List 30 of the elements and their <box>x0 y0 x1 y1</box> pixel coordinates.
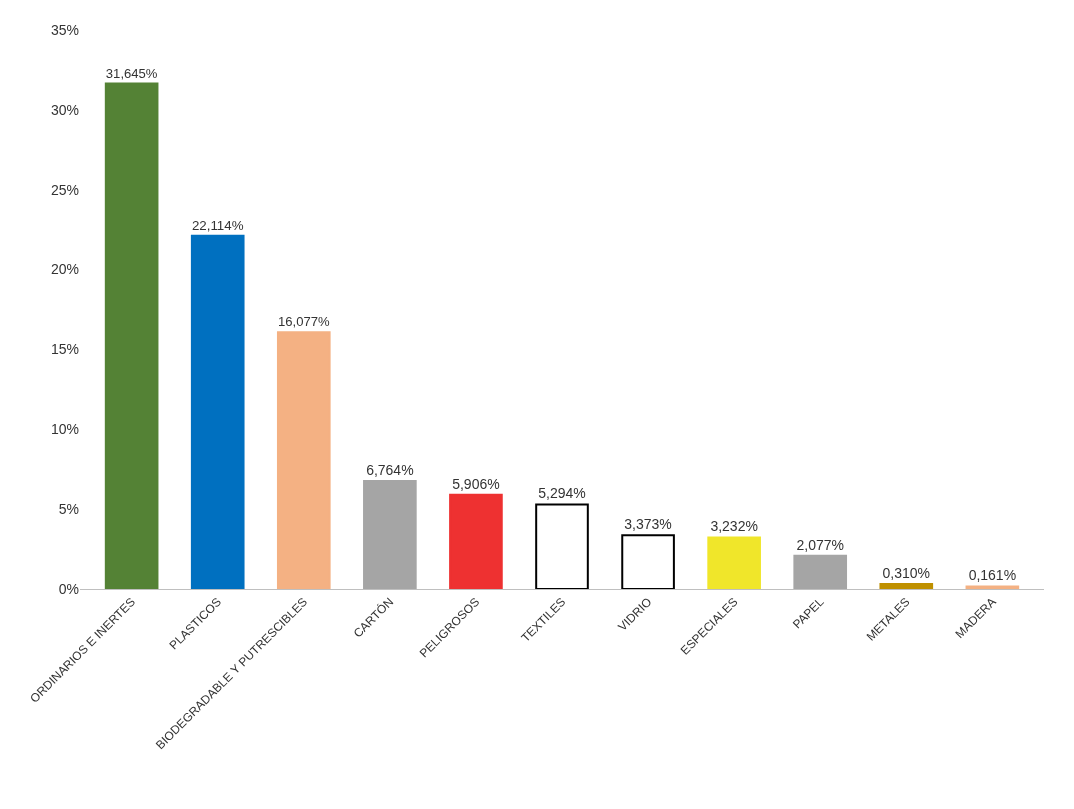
bar <box>879 583 934 589</box>
bar <box>707 536 761 589</box>
y-tick-label: 30% <box>50 101 79 118</box>
data-label: 0,310% <box>882 565 931 582</box>
bar <box>965 585 1020 589</box>
data-label: 6,764% <box>366 461 414 478</box>
data-label: 3,373% <box>624 516 672 533</box>
bar <box>793 554 848 589</box>
data-label: 3,232% <box>710 518 758 535</box>
data-label: 0,161% <box>968 567 1017 584</box>
bar <box>363 479 417 589</box>
y-tick-label: 25% <box>50 181 79 198</box>
bar <box>190 234 245 589</box>
bar <box>449 493 503 589</box>
data-label: 5,906% <box>452 475 500 492</box>
bar <box>535 503 589 589</box>
data-label: 22,114% <box>191 217 244 233</box>
y-tick-label: 0% <box>58 580 79 597</box>
y-tick-label: 10% <box>50 421 79 438</box>
y-tick-label: 20% <box>50 261 79 278</box>
data-label: 2,077% <box>796 536 844 553</box>
y-tick-label: 15% <box>50 341 79 358</box>
data-label: 31,645% <box>105 65 158 81</box>
bar <box>621 534 675 589</box>
bar <box>276 331 331 589</box>
data-label: 16,077% <box>277 314 330 330</box>
data-label: 5,294% <box>538 485 586 502</box>
y-tick-label: 5% <box>58 501 79 518</box>
y-tick-label: 35% <box>50 21 79 38</box>
bar <box>104 82 159 589</box>
